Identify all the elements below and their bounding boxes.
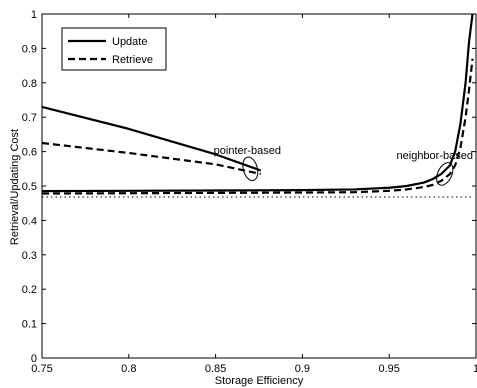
- y-tick-label: 0.3: [22, 250, 37, 262]
- x-tick-label: 0.85: [205, 363, 226, 375]
- y-tick-label: 0.4: [22, 215, 37, 227]
- series-line-pointer-based-update: [41, 105, 262, 172]
- x-tick-label: 0.8: [121, 363, 136, 375]
- y-axis-title: Retrieval/Updating Cost: [9, 129, 21, 245]
- annotation-ellipse: [436, 162, 454, 186]
- y-tick-label: 1: [31, 9, 37, 21]
- x-tick-label: 0.95: [378, 363, 399, 375]
- annotation-ellipse: [242, 156, 259, 182]
- y-tick-label: 0.5: [22, 181, 37, 193]
- ticks: 0.75 0.8 0.85 0.9 0.95 1 0 0.1 0.2 0.3 0.4 0.5 0.6 0.…: [22, 9, 477, 375]
- y-tick-label: 0.6: [22, 147, 37, 159]
- annotation-label: neighbor-based: [397, 150, 473, 162]
- series-line-neighbor-based-retrieve: [41, 58, 474, 195]
- y-tick-label: 0.8: [22, 78, 37, 90]
- legend-box: [61, 27, 167, 71]
- annotations: pointer-based neighbor-based: [214, 145, 473, 186]
- series-line-neighbor-based-update: [41, 13, 474, 193]
- legend-label: Update: [112, 36, 147, 48]
- y-tick-label: 0.9: [22, 43, 37, 55]
- x-tick-label: 1: [473, 363, 477, 375]
- x-tick-label: 0.9: [295, 363, 310, 375]
- x-tick-label: 0.75: [31, 363, 52, 375]
- y-tick-label: 0.1: [22, 319, 37, 331]
- legend-label: Retrieve: [112, 54, 153, 66]
- y-tick-label: 0: [31, 353, 37, 365]
- y-tick-label: 0.2: [22, 284, 37, 296]
- y-tick-label: 0.7: [22, 112, 37, 124]
- annotation-label: pointer-based: [214, 145, 281, 157]
- legend: Update Retrieve: [61, 27, 167, 71]
- x-axis-title: Storage Efficiency: [215, 375, 304, 387]
- series-layer: [41, 13, 474, 198]
